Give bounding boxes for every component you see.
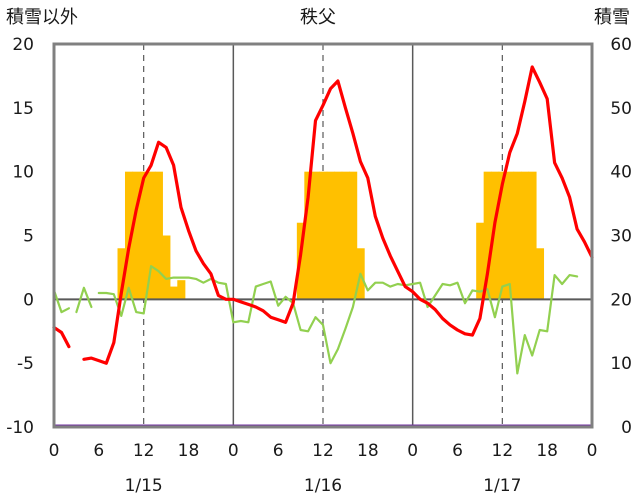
snow-depth-bar — [341, 171, 350, 300]
chart-title: 秩父 — [300, 7, 336, 28]
snow-depth-bar — [154, 171, 163, 300]
x-tick-label: 12 — [492, 441, 514, 461]
snow-depth-bar — [535, 248, 545, 300]
snow-depth-bar — [528, 171, 537, 300]
snow-depth-bar — [311, 171, 320, 300]
right-tick-label: 30 — [610, 227, 632, 247]
snow-depth-bar — [498, 171, 507, 300]
x-tick-label: 12 — [312, 441, 334, 461]
snow-depth-bar — [483, 171, 492, 300]
left-tick-label: 10 — [12, 163, 34, 183]
snow-depth-bar — [476, 222, 485, 300]
right-tick-label: 10 — [610, 354, 632, 374]
x-tick-label: 0 — [407, 441, 418, 461]
left-tick-label: 20 — [12, 35, 34, 55]
left-tick-label: -5 — [17, 354, 34, 374]
snow-depth-bar — [334, 171, 343, 300]
left-tick-label: 0 — [23, 290, 34, 310]
right-tick-label: 20 — [610, 290, 632, 310]
day-label: 1/15 — [125, 476, 163, 496]
x-tick-label: 0 — [587, 441, 598, 461]
right-tick-label: 60 — [610, 35, 632, 55]
right-tick-label: 0 — [621, 418, 632, 438]
snow-depth-bar — [147, 171, 156, 300]
temperature-line — [52, 325, 71, 349]
snow-depth-bar — [304, 171, 313, 300]
snow-depth-bar — [132, 171, 141, 300]
x-tick-label: 6 — [273, 441, 284, 461]
snow-depth-bar — [319, 171, 328, 300]
right-tick-label: 40 — [610, 163, 632, 183]
wind-line — [97, 265, 579, 375]
x-tick-label: 12 — [133, 441, 155, 461]
x-tick-label: 18 — [178, 441, 200, 461]
left-tick-label: 5 — [23, 227, 34, 247]
temperature-line — [82, 65, 594, 365]
right-tick-label: 50 — [610, 99, 632, 119]
left-tick-label: -10 — [6, 418, 34, 438]
x-tick-label: 0 — [49, 441, 60, 461]
snow-depth-bar — [169, 286, 178, 300]
snow-depth-bar — [162, 235, 171, 300]
wind-line — [52, 289, 70, 314]
x-tick-label: 0 — [228, 441, 239, 461]
snow-depth-bar — [139, 171, 149, 300]
snow-depth-bar — [491, 171, 500, 300]
wind-line — [75, 286, 93, 314]
x-tick-label: 6 — [452, 441, 463, 461]
x-tick-label: 18 — [357, 441, 379, 461]
snow-depth-bar — [513, 171, 522, 300]
plot-border — [52, 42, 594, 429]
day-label: 1/16 — [304, 476, 342, 496]
snow-depth-bar — [521, 171, 530, 300]
left-axis-label: 積雪以外 — [6, 7, 78, 28]
snow-depth-bar — [326, 171, 335, 300]
snow-depth-bar — [117, 248, 126, 300]
snow-depth-bar — [124, 171, 134, 300]
left-tick-label: 15 — [12, 99, 34, 119]
snow-depth-bars — [117, 171, 545, 300]
snow-depth-bar — [177, 280, 186, 300]
right-axis-label: 積雪 — [594, 7, 630, 28]
snow-depth-bar — [349, 171, 358, 300]
plot-frame — [52, 42, 594, 429]
snow-depth-bar — [506, 171, 515, 300]
x-tick-label: 6 — [93, 441, 104, 461]
x-tick-label: 18 — [536, 441, 558, 461]
day-label: 1/17 — [483, 476, 521, 496]
